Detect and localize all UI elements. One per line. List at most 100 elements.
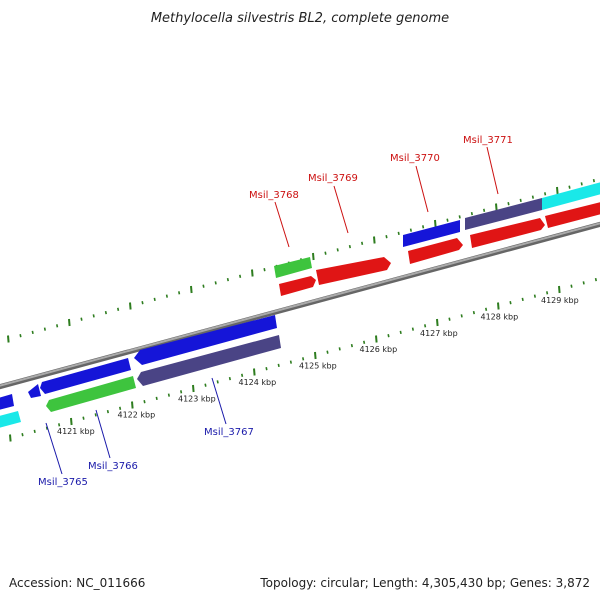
gene-feature[interactable] [545,201,600,228]
minor-tick [92,314,95,318]
minor-tick [214,281,217,285]
gene-feature[interactable] [0,411,21,429]
gene-label[interactable]: Msil_3771 [463,135,513,146]
minor-tick [277,363,280,368]
minor-tick [470,211,473,216]
minor-tick [409,228,412,232]
gene-feature[interactable] [279,276,316,296]
tick-label: 4127 kbp [420,329,458,338]
minor-tick [350,343,353,348]
minor-tick [582,281,585,285]
minor-tick [483,208,486,212]
major-tick [70,417,73,426]
major-tick [375,335,378,343]
minor-tick [424,324,427,328]
minor-tick [165,294,168,298]
minor-tick [153,297,156,302]
minor-tick [94,413,97,417]
minor-tick [399,330,402,335]
major-tick [436,318,439,327]
minor-tick [302,357,305,361]
gene-feature[interactable] [316,257,391,285]
minor-tick [594,277,597,282]
gene-label[interactable]: Msil_3765 [38,477,88,488]
major-tick [558,285,561,294]
gene-feature[interactable] [465,198,542,230]
minor-tick [546,291,549,295]
gene-label[interactable]: Msil_3770 [390,153,440,164]
minor-tick [167,393,170,397]
gene-feature[interactable] [408,238,463,264]
gene-label[interactable]: Msil_3766 [88,461,138,472]
forward-gene-labels: Msil_3768 Msil_3769 Msil_3770 Msil_3771 [249,135,513,248]
minor-tick [519,198,522,203]
gene-feature[interactable] [46,376,136,412]
gene-feature[interactable] [470,218,545,248]
accession-text: Accession: NC_011666 [9,576,145,590]
gene-feature[interactable] [0,394,14,411]
minor-tick [570,284,573,288]
major-tick [314,351,317,360]
minor-tick [21,433,24,437]
minor-tick [544,192,547,196]
gene-features [0,181,600,429]
major-tick [9,434,12,442]
minor-tick [363,340,366,344]
major-tick [556,186,559,195]
gene-feature[interactable] [542,181,600,210]
major-tick [497,302,500,310]
gene-feature[interactable] [403,220,460,247]
minor-tick [448,317,451,321]
gene-label[interactable]: Msil_3767 [204,427,254,438]
tick-label: 4125 kbp [299,362,337,371]
gene-feature[interactable] [40,358,131,394]
minor-tick [56,324,59,328]
major-tick [131,401,134,409]
minor-tick [348,244,351,249]
minor-tick [458,215,461,219]
map-title: Methylocella silvestris BL2, complete ge… [151,11,449,26]
gene-feature[interactable] [137,335,281,386]
minor-tick [117,307,120,311]
minor-tick [239,274,242,278]
minor-tick [472,310,475,315]
minor-tick [592,178,595,183]
major-tick [7,335,10,343]
minor-tick [289,360,292,364]
major-tick [253,368,256,376]
minor-tick [143,400,146,404]
minor-tick [80,317,83,321]
gene-feature[interactable] [134,315,277,365]
minor-tick [336,248,339,252]
minor-tick [33,429,36,434]
reverse-gene-labels: Msil_3765 Msil_3766 Msil_3767 [38,377,254,488]
minor-tick [460,314,463,318]
gene-feature[interactable] [28,384,41,398]
tick-label: 4122 kbp [118,411,156,420]
minor-tick [531,195,534,199]
tick-label: 4121 kbp [57,427,95,436]
minor-tick [104,310,107,315]
minor-tick [45,426,48,430]
ruler-upper [7,178,595,343]
minor-tick [397,231,400,236]
minor-tick [119,406,122,410]
gene-label[interactable]: Msil_3768 [249,190,299,201]
gene-label[interactable]: Msil_3769 [308,173,358,184]
minor-tick [155,396,158,401]
minor-tick [216,380,219,384]
major-tick [312,252,315,261]
minor-tick [507,202,510,206]
tick-label: 4128 kbp [481,312,519,321]
genome-summary-text: Topology: circular; Length: 4,305,430 bp… [259,576,590,590]
minor-tick [106,409,109,414]
minor-tick [326,350,329,354]
tick-label: 4124 kbp [239,378,277,387]
tick-label: 4129 kbp [541,296,579,305]
minor-tick [411,327,414,331]
ruler-lower [9,277,597,442]
tick-label: 4126 kbp [360,345,398,354]
minor-tick [202,284,205,288]
gene-feature[interactable] [274,257,312,278]
